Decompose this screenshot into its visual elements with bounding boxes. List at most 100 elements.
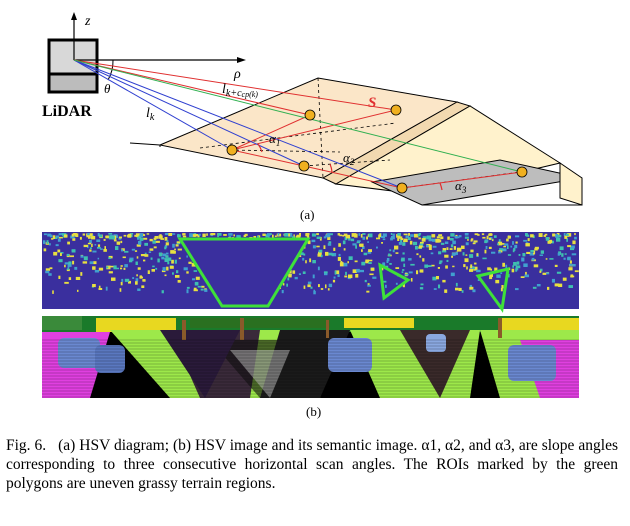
speckle	[66, 253, 70, 257]
speckle	[382, 233, 387, 237]
speckle	[348, 237, 351, 241]
speckle	[526, 251, 531, 254]
speckle	[175, 244, 179, 247]
speckle	[574, 270, 579, 273]
alpha1-label: α1	[269, 131, 280, 148]
speckle	[520, 276, 525, 278]
speckle	[89, 261, 94, 265]
speckle	[343, 262, 348, 267]
speckle	[49, 267, 53, 270]
speckle	[502, 249, 505, 251]
speckle	[429, 244, 432, 247]
speckle	[51, 238, 54, 240]
speckle	[394, 245, 399, 250]
speckle	[192, 278, 196, 281]
speckle	[461, 290, 464, 293]
speckle	[339, 234, 343, 237]
speckle	[175, 275, 180, 278]
speckle	[426, 235, 432, 240]
scan-point	[390, 104, 402, 116]
speckle	[414, 233, 419, 238]
speckle	[137, 288, 141, 291]
speckle	[323, 271, 328, 274]
speckle	[97, 244, 101, 247]
speckle	[381, 242, 383, 244]
speckle	[312, 260, 316, 264]
speckle	[173, 251, 176, 254]
speckle	[325, 284, 327, 289]
speckle	[104, 246, 106, 250]
speckle	[367, 284, 371, 287]
speckle	[90, 237, 93, 239]
speckle	[310, 286, 313, 289]
speckle	[328, 283, 333, 288]
speckle	[442, 279, 446, 283]
speckle	[415, 246, 418, 250]
speckle	[228, 233, 233, 236]
speckle	[137, 235, 142, 239]
speckle	[108, 233, 113, 235]
speckle	[422, 246, 425, 248]
speckle	[564, 235, 568, 239]
red-scan-line	[401, 171, 523, 189]
lk-label: lk	[146, 106, 155, 123]
speckle	[402, 269, 405, 271]
speckle	[464, 233, 469, 236]
speckle	[311, 233, 316, 237]
speckle	[467, 239, 469, 241]
ray-green	[73, 59, 523, 173]
speckle	[495, 279, 500, 284]
speckle	[523, 239, 528, 242]
speckle	[382, 238, 386, 241]
speckle	[160, 238, 164, 240]
speckle	[47, 233, 51, 237]
speckle	[299, 233, 301, 237]
speckle	[367, 241, 369, 243]
roi-polygon	[378, 262, 411, 301]
speckle	[344, 275, 348, 278]
speckle	[568, 285, 573, 288]
speckle	[457, 236, 460, 239]
speckle	[177, 248, 182, 251]
speckle	[168, 257, 172, 261]
speckle	[454, 236, 458, 239]
speckle	[72, 238, 76, 241]
speckle	[323, 245, 326, 249]
speckle	[311, 239, 316, 243]
speckle	[356, 241, 360, 244]
speckle	[476, 253, 479, 257]
speckle	[75, 276, 81, 280]
speckle	[458, 235, 462, 238]
car-region	[508, 345, 556, 381]
speckle	[106, 266, 109, 269]
speckle	[210, 233, 216, 236]
speckle	[327, 288, 330, 291]
speckle	[316, 245, 320, 248]
speckle	[312, 245, 316, 249]
speckle	[416, 270, 419, 275]
speckle	[186, 289, 189, 294]
speckle	[570, 245, 575, 249]
speckle	[444, 289, 448, 293]
speckle	[413, 241, 418, 246]
speckle	[513, 262, 517, 266]
speckle	[327, 236, 331, 240]
speckle	[403, 233, 408, 236]
speckle	[204, 288, 207, 290]
speckle	[164, 233, 169, 236]
speckle	[494, 267, 498, 272]
speckle	[319, 236, 322, 241]
speckle	[485, 246, 488, 250]
speckle	[554, 283, 559, 287]
speckle	[527, 238, 530, 242]
speckle	[120, 267, 123, 270]
speckle	[461, 245, 465, 249]
speckle	[408, 233, 410, 236]
speckle	[418, 237, 421, 240]
speckle	[498, 251, 502, 254]
speckle	[318, 249, 323, 253]
speckle	[385, 284, 387, 288]
speckle	[155, 267, 158, 270]
speckle	[570, 247, 575, 251]
lidar-label: LiDAR	[42, 103, 92, 120]
